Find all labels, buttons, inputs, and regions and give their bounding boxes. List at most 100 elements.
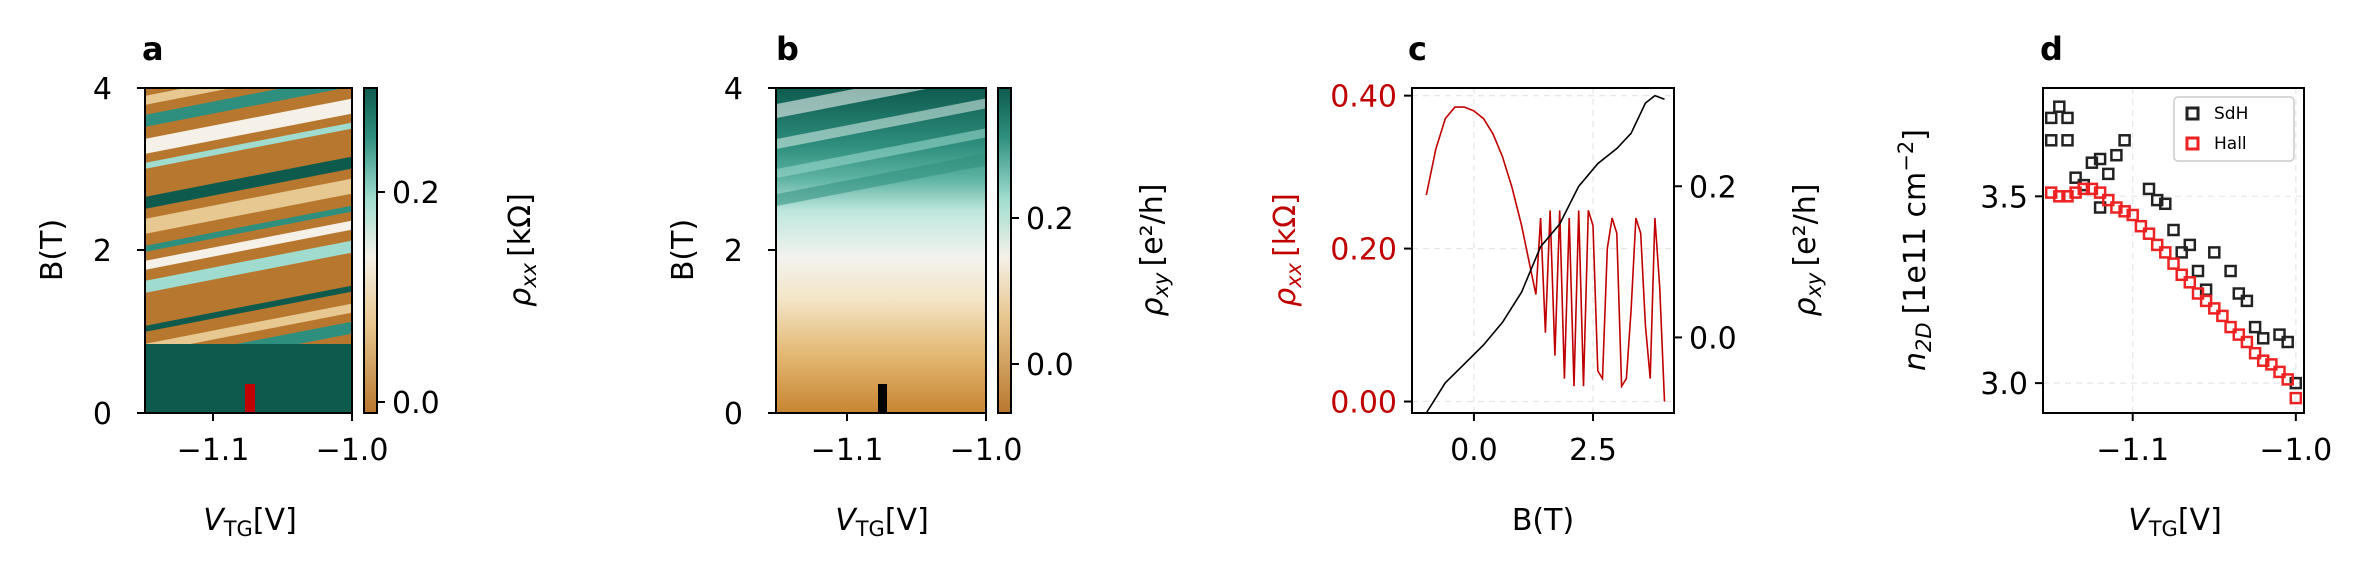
- panel-d-point-hall: [2150, 238, 2164, 252]
- panel-a-stripe: [145, 122, 352, 169]
- panel-c-xtick-label: 0.0: [1450, 433, 1498, 468]
- panel-a-stripe: [145, 156, 352, 209]
- panel-d-point-hall: [2289, 391, 2303, 405]
- panel-d-point-hall: [2126, 208, 2139, 222]
- panel-c-ytick-left-label: 0.20: [1330, 233, 1397, 268]
- panel-a-colorbar: [363, 87, 378, 414]
- panel-d-xtick-label: −1.1: [2096, 433, 2169, 468]
- panel-b-ytick-2: 2: [724, 234, 743, 269]
- panel-a-letter: a: [142, 30, 164, 68]
- panel-d-point-hall: [2167, 257, 2180, 270]
- panel-a-stripe: [145, 205, 352, 252]
- panel-d-point-hall: [2134, 219, 2148, 233]
- panel-c-ylabel-right: ρxy[e²/h]: [1788, 184, 1826, 317]
- panel-d-point-sdh: [2224, 264, 2237, 278]
- panel-d-point-hall: [2159, 246, 2172, 259]
- panel-a-cbar-tick-00: 0.0: [392, 386, 440, 421]
- panel-d-point-sdh: [2175, 246, 2188, 259]
- panel-d-point-hall: [2240, 335, 2254, 349]
- panel-d-point-sdh: [2150, 193, 2164, 207]
- panel-b-marker: [878, 384, 887, 412]
- panel-b-letter: b: [776, 30, 799, 68]
- panel-d-point-sdh: [2142, 182, 2156, 196]
- panel-d-point-hall: [2053, 190, 2066, 203]
- panel-b: b 4 2 0 −1.1 −1.0 B(T) VTG[V] 0.2 0: [666, 30, 1173, 541]
- panel-d-point-sdh: [2281, 335, 2294, 349]
- panel-d-point-hall: [2118, 205, 2131, 218]
- panel-d-point-sdh: [2102, 167, 2115, 181]
- legend-box: [2173, 96, 2295, 162]
- panel-c-letter: c: [1408, 30, 1427, 68]
- panel-c-xtick-label: 2.5: [1569, 433, 1617, 468]
- panel-d-legend: SdH Hall: [2173, 96, 2295, 162]
- panel-d-ylabel: n2D[1e11 cm−2]: [1894, 129, 1936, 371]
- panel-d-point-sdh: [2085, 156, 2099, 169]
- panel-d-point-hall: [2216, 309, 2229, 323]
- panel-d-points: [2044, 100, 2303, 405]
- panel-d-point-sdh: [2289, 376, 2303, 390]
- panel-d-point-sdh: [2061, 111, 2074, 125]
- panel-d-point-sdh: [2118, 134, 2131, 147]
- panel-d-point-hall: [2183, 276, 2197, 289]
- panel-d-point-sdh: [2248, 320, 2262, 334]
- panel-b-xlabel: VTG[V]: [835, 503, 929, 541]
- panel-d-point-hall: [2069, 186, 2082, 199]
- panel-d-point-hall: [2093, 186, 2107, 199]
- panel-b-cbar-tick-02: 0.2: [1026, 202, 1074, 237]
- panel-d-point-hall: [2175, 268, 2188, 282]
- panel-d-point-sdh: [2110, 148, 2123, 162]
- panel-a-stripe: [145, 178, 352, 234]
- panel-a-stripe: [145, 42, 352, 88]
- panel-d-point-hall: [2044, 186, 2058, 199]
- panel-a-ytick-2: 2: [93, 234, 112, 269]
- panel-a-stripe: [145, 303, 352, 353]
- panel-d-point-hall: [2273, 365, 2286, 379]
- panel-d-point-hall: [2102, 193, 2115, 207]
- panel-d-point-sdh: [2191, 264, 2205, 278]
- panel-a-marker: [245, 384, 255, 412]
- panel-a: a 4 2 0 −1.1 −1.0 B(T) VTG[V] 0.2 0.0 ρx…: [35, 30, 541, 541]
- panel-d-point-sdh: [2240, 294, 2254, 308]
- panel-d-point-sdh: [2256, 332, 2270, 345]
- panel-a-stripe: [145, 260, 352, 316]
- panel-c-ytick-right-label: 0.2: [1689, 170, 1737, 205]
- panel-d-point-hall: [2199, 294, 2213, 308]
- panel-d-point-sdh: [2159, 197, 2172, 211]
- panel-b-ticks: [768, 87, 987, 421]
- legend-hall-marker: [2185, 136, 2200, 151]
- panel-c-ytick-left-label: 0.00: [1330, 386, 1397, 421]
- panel-b-ylabel: B(T): [666, 219, 701, 281]
- panel-d-point-hall: [2061, 190, 2074, 203]
- panel-b-ytick-4: 4: [724, 72, 743, 107]
- panel-d-point-hall: [2077, 182, 2091, 196]
- panel-d-frame: [2042, 87, 2305, 414]
- panel-c-xlabel: B(T): [1512, 503, 1574, 538]
- panel-a-cbar-label: ρxx[kΩ]: [503, 193, 541, 307]
- panel-b-xtick-1: −1.1: [811, 433, 884, 468]
- panel-d-point-hall: [2208, 302, 2221, 315]
- panel-d-ytick-label: 3.0: [1980, 367, 2028, 402]
- panel-b-colorbar: [997, 87, 1012, 414]
- panel-b-cbar-label: ρxy[e²/h]: [1135, 184, 1173, 317]
- panel-a-stripe: [145, 220, 352, 270]
- panel-d-point-hall: [2256, 354, 2270, 367]
- panel-a-xlabel: VTG[V]: [203, 503, 297, 541]
- panel-d-point-sdh: [2167, 223, 2180, 237]
- legend-sdh-label: SdH: [2214, 104, 2248, 124]
- panel-d-point-hall: [2265, 358, 2278, 371]
- panel-d-point-hall: [2281, 373, 2294, 386]
- panel-d-point-sdh: [2093, 152, 2107, 166]
- panel-d: d −1.1 −1.0 3.0 3.5 n2D[1e11 cm−2] VTG[V] S…: [1894, 30, 2332, 541]
- panel-a-ytick-0: 0: [93, 397, 112, 432]
- panel-d-point-sdh: [2208, 246, 2221, 259]
- panel-a-stripe: [145, 88, 352, 105]
- legend-sdh-marker: [2185, 106, 2200, 121]
- panel-c: c 0.0 2.5 0.00 0.20 0.40 0.0 0.2 ρxx[kΩ] ρxy[e…: [1268, 30, 1826, 538]
- panel-a-stripe: [145, 240, 352, 293]
- panel-a-stripe: [145, 98, 352, 154]
- panel-c-ylabel-left: ρxx[kΩ]: [1268, 193, 1306, 307]
- panel-c-frame: [1411, 87, 1675, 414]
- panel-d-point-sdh: [2232, 287, 2246, 300]
- panel-d-point-sdh: [2044, 134, 2058, 147]
- panel-a-ylabel: B(T): [35, 219, 70, 281]
